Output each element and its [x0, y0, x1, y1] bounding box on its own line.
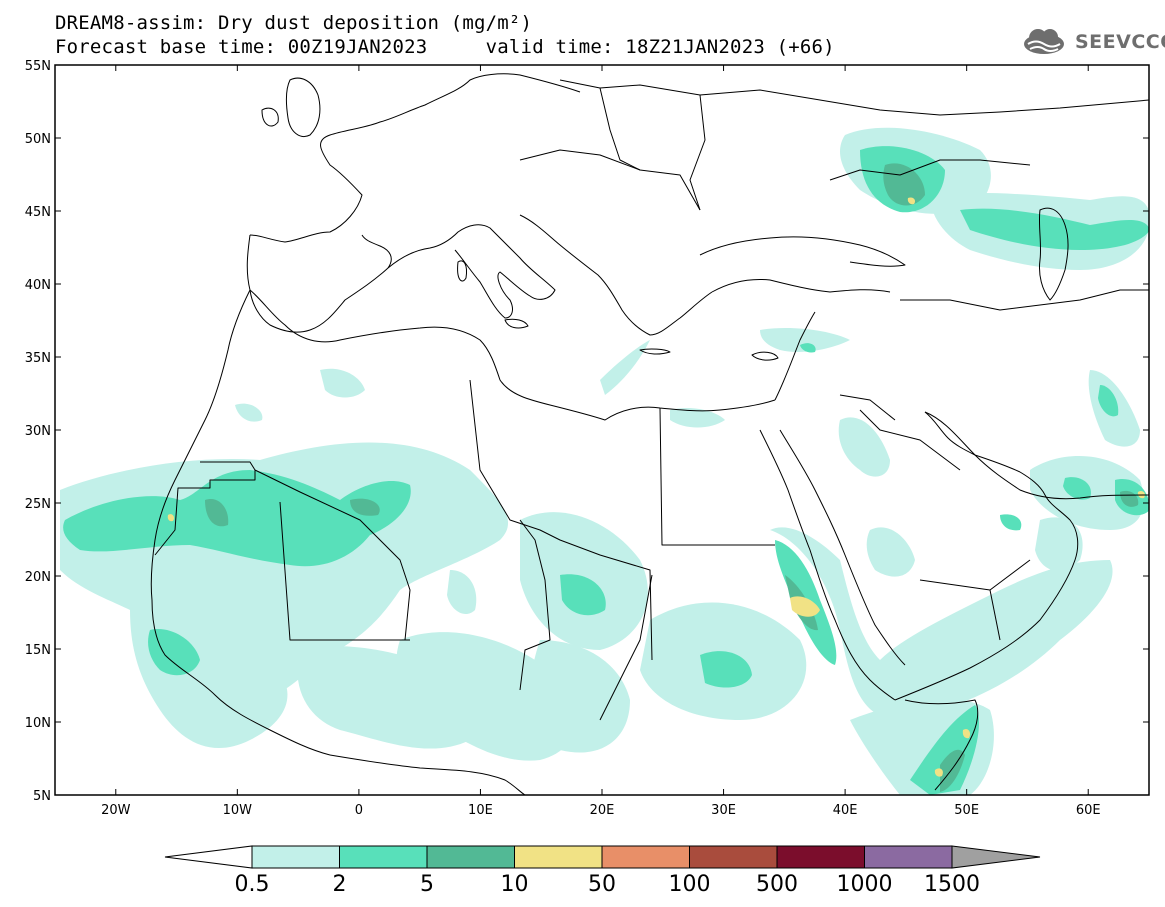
colorbar-label: 500 — [756, 872, 798, 897]
colorbar-segment — [864, 845, 953, 869]
colorbar-label: 2 — [333, 872, 347, 897]
map-title: DREAM8-assim: Dry dust deposition (mg/m²… — [55, 12, 533, 34]
lon-tick-label: 10E — [468, 803, 493, 818]
colorbar-segment — [339, 845, 428, 869]
lat-tick-label: 10N — [25, 716, 51, 731]
dust-deposition-shading — [60, 127, 1149, 795]
colorbar-segment — [251, 845, 340, 869]
lat-tick-label: 15N — [25, 643, 51, 658]
colorbar-segment — [601, 845, 690, 869]
colorbar-segment — [426, 845, 515, 869]
colorbar: 0.5 2 5 10 50 100 500 1000 1500 — [164, 845, 1041, 897]
lat-tick-label: 35N — [25, 351, 51, 366]
logo-text: SEEVCCC — [1075, 31, 1165, 53]
lon-tick-label: 60E — [1076, 803, 1101, 818]
lon-tick-label: 0 — [355, 803, 363, 818]
colorbar-label: 10 — [501, 872, 529, 897]
lon-tick-label: 10W — [223, 803, 253, 818]
colorbar-over-arrow — [951, 845, 1041, 869]
forecast-time-subtitle: Forecast base time: 00Z19JAN2023 valid t… — [55, 36, 835, 58]
cloud-logo-icon — [1024, 29, 1064, 54]
lat-tick-label: 5N — [33, 789, 51, 804]
coastlines-and-borders — [150, 73, 1149, 795]
lat-tick-label: 50N — [25, 132, 51, 147]
colorbar-label: 1000 — [837, 872, 893, 897]
lon-tick-label: 20E — [590, 803, 615, 818]
lon-tick-label: 50E — [954, 803, 979, 818]
lat-tick-label: 30N — [25, 424, 51, 439]
lat-tick-label: 55N — [25, 59, 51, 74]
axis-ticks — [55, 64, 1149, 796]
colorbar-segment — [514, 845, 603, 869]
colorbar-segment — [776, 845, 865, 869]
lon-tick-label: 30E — [711, 803, 736, 818]
lon-tick-label: 20W — [101, 803, 131, 818]
lat-tick-label: 40N — [25, 278, 51, 293]
colorbar-label: 5 — [420, 872, 434, 897]
colorbar-label: 1500 — [924, 872, 980, 897]
lat-tick-label: 45N — [25, 205, 51, 220]
colorbar-segment — [689, 845, 778, 869]
colorbar-label: 0.5 — [235, 872, 270, 897]
lat-tick-label: 25N — [25, 497, 51, 512]
colorbar-label: 100 — [669, 872, 711, 897]
colorbar-label: 50 — [588, 872, 616, 897]
axis-tick-labels: 55N 50N 45N 40N 35N 30N 25N 20N 15N 10N 5N 20W 10W 0 1… — [25, 59, 1101, 818]
lon-tick-label: 40E — [833, 803, 858, 818]
colorbar-under-arrow — [164, 845, 253, 869]
lat-tick-label: 20N — [25, 570, 51, 585]
